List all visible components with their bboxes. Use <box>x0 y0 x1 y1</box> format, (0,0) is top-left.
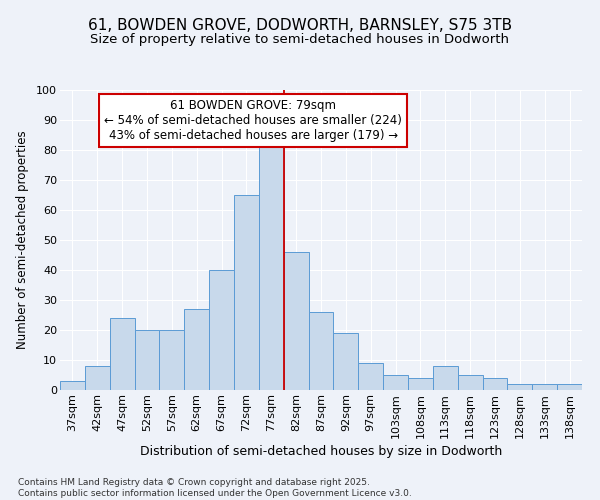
X-axis label: Distribution of semi-detached houses by size in Dodworth: Distribution of semi-detached houses by … <box>140 444 502 458</box>
Bar <box>532 384 557 390</box>
Bar <box>482 378 508 390</box>
Bar <box>508 384 532 390</box>
Y-axis label: Number of semi-detached properties: Number of semi-detached properties <box>16 130 29 350</box>
Bar <box>60 381 85 390</box>
Bar <box>184 309 209 390</box>
Bar <box>383 375 408 390</box>
Bar <box>259 147 284 390</box>
Bar <box>134 330 160 390</box>
Bar <box>160 330 184 390</box>
Bar <box>85 366 110 390</box>
Bar <box>234 195 259 390</box>
Bar <box>458 375 482 390</box>
Bar <box>209 270 234 390</box>
Bar <box>110 318 134 390</box>
Text: Size of property relative to semi-detached houses in Dodworth: Size of property relative to semi-detach… <box>91 32 509 46</box>
Bar <box>334 333 358 390</box>
Text: Contains HM Land Registry data © Crown copyright and database right 2025.
Contai: Contains HM Land Registry data © Crown c… <box>18 478 412 498</box>
Text: 61 BOWDEN GROVE: 79sqm
← 54% of semi-detached houses are smaller (224)
43% of se: 61 BOWDEN GROVE: 79sqm ← 54% of semi-det… <box>104 99 402 142</box>
Bar <box>557 384 582 390</box>
Bar <box>433 366 458 390</box>
Bar <box>408 378 433 390</box>
Bar <box>308 312 334 390</box>
Bar <box>358 363 383 390</box>
Bar <box>284 252 308 390</box>
Text: 61, BOWDEN GROVE, DODWORTH, BARNSLEY, S75 3TB: 61, BOWDEN GROVE, DODWORTH, BARNSLEY, S7… <box>88 18 512 32</box>
